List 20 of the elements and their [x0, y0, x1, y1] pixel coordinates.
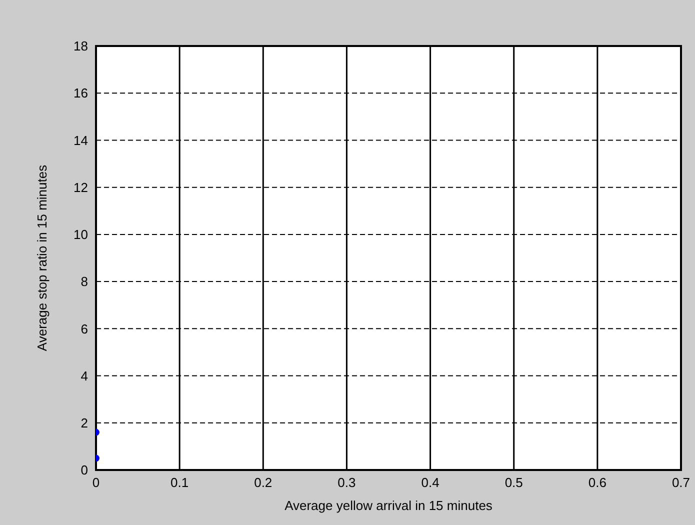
- x-tick-label: 0.2: [254, 475, 272, 490]
- y-tick-label: 0: [80, 462, 88, 478]
- x-tick-label: 0.3: [338, 475, 356, 490]
- x-tick-label: 0.6: [588, 475, 606, 490]
- y-axis-title: Average stop ratio in 15 minutes: [34, 164, 50, 352]
- y-tick-label: 16: [74, 86, 88, 101]
- y-tick-label: 10: [74, 227, 88, 242]
- x-tick-label: 0: [92, 475, 100, 490]
- y-tick-label: 4: [80, 368, 88, 384]
- y-tick-label: 2: [80, 416, 88, 431]
- y-tick-label: 18: [74, 38, 88, 54]
- x-axis-title: Average yellow arrival in 15 minutes: [284, 498, 493, 513]
- x-tick-label: 0.5: [504, 475, 523, 490]
- y-tick-label: 8: [80, 274, 88, 290]
- y-tick-label: 14: [74, 132, 88, 148]
- x-tick-label: 0.7: [672, 475, 690, 490]
- x-tick-label: 0.4: [421, 475, 440, 490]
- y-tick-label: 12: [74, 180, 88, 195]
- y-tick-label: 6: [80, 321, 88, 336]
- x-tick-label: 0.1: [170, 475, 189, 490]
